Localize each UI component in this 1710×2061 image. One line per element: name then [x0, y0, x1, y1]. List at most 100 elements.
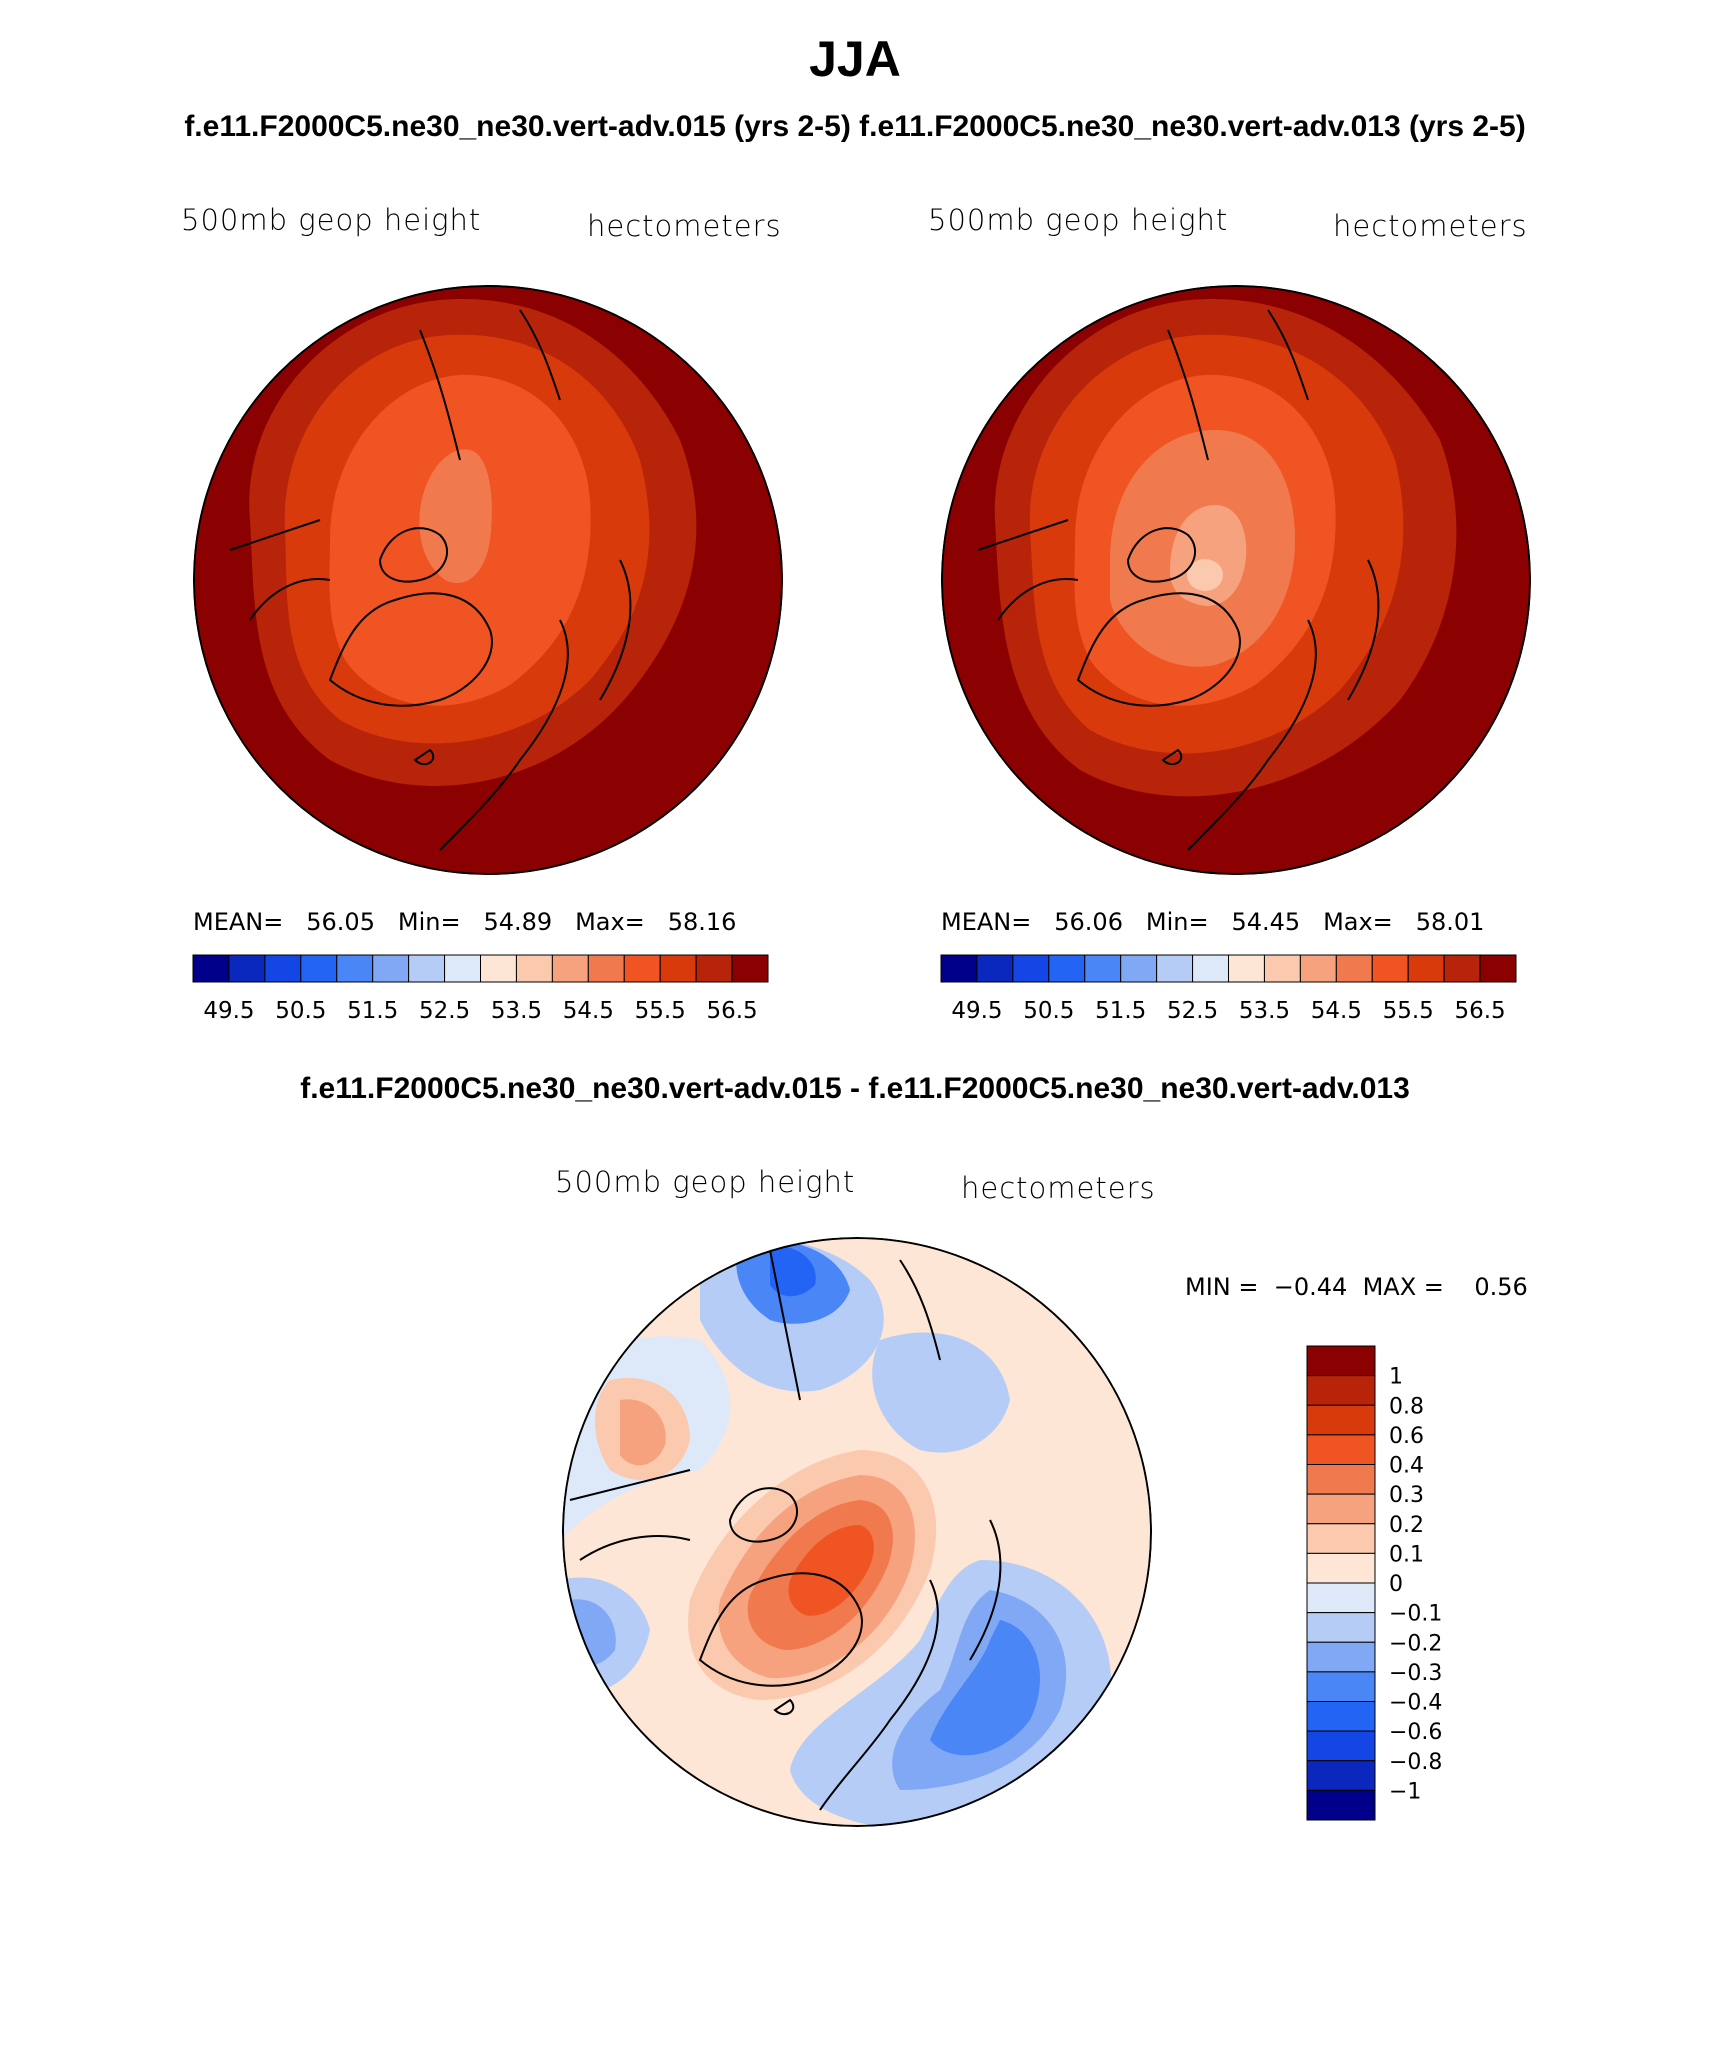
panel1-colorbar-box: [695, 954, 733, 983]
diff-colorbar-tick-label: 0.8: [1389, 1394, 1424, 1419]
panel2-colorbar-tick-label: 51.5: [1095, 998, 1146, 1024]
diff-colorbar-tick-label: 1: [1389, 1365, 1403, 1390]
diff-colorbar-tick-label: 0.1: [1389, 1542, 1424, 1567]
diff-colorbar-box: [1306, 1701, 1376, 1732]
panel1-field-label: 500mb geop height: [181, 203, 482, 237]
panel1-colorbar-box: [372, 954, 410, 983]
diff-colorbar-tick-label: −0.3: [1389, 1661, 1442, 1686]
panel2-colorbar-tick-label: 50.5: [1023, 998, 1074, 1024]
panel2-colorbar-box: [1084, 954, 1122, 983]
diff-colorbar-box: [1306, 1552, 1376, 1584]
panel1-colorbar-box: [300, 954, 338, 983]
diff-colorbar-tick-label: 0.3: [1389, 1483, 1424, 1508]
panel2-units-label: hectometers: [1333, 209, 1528, 243]
panel1-colorbar-box: [336, 954, 374, 983]
panel2-colorbar-box: [1156, 954, 1194, 983]
panel1-colorbar-box: [444, 954, 481, 983]
panel1-colorbar-box: [480, 954, 517, 983]
panel2-colorbar-box: [1443, 954, 1481, 983]
panel1-stats: MEAN= 56.05 Min= 54.89 Max= 58.16: [193, 908, 736, 936]
diff-units-label: hectometers: [961, 1171, 1156, 1205]
panel1-mean-label: MEAN=: [193, 908, 284, 936]
panel2-colorbar-tick-label: 52.5: [1167, 998, 1218, 1024]
panel2-max-value: 58.01: [1415, 908, 1485, 936]
diff-colorbar: 1 0.8 0.6 0.4 0.3 0.2 0.1 0 −0.1 −0.2 −0.3 −0.4 −0.6…: [1306, 1345, 1442, 1821]
panel2-colorbar: 49.5 50.5 51.5 52.5 53.5 54.5 55.5 56.5: [940, 954, 1517, 1024]
figure-title: JJA: [809, 31, 901, 87]
panel2-colorbar-box: [940, 954, 978, 983]
diff-min-label: MIN =: [1185, 1273, 1259, 1301]
panel1-max-label: Max=: [575, 908, 645, 936]
panel1-colorbar-tick-label: 52.5: [419, 998, 470, 1024]
panel2-colorbar-box: [1371, 954, 1409, 983]
diff-colorbar-tick-label: −0.6: [1389, 1720, 1442, 1745]
panel1-colorbar-box: [551, 954, 589, 983]
diff-colorbar-tick-label: −0.4: [1389, 1691, 1442, 1716]
difference-title: f.e11.F2000C5.ne30_ne30.vert-adv.015 - f…: [300, 1072, 1410, 1105]
panel2-colorbar-box: [1263, 954, 1301, 983]
panel1-colorbar-box: [408, 954, 446, 983]
panel1-colorbar-box: [731, 954, 769, 983]
panel2-colorbar-tick-label: 54.5: [1311, 998, 1362, 1024]
diff-colorbar-box: [1306, 1464, 1376, 1495]
panel1-colorbar-tick-label: 56.5: [706, 998, 757, 1024]
diff-colorbar-tick-label: 0.6: [1389, 1424, 1424, 1449]
panel2-colorbar-box: [1479, 954, 1517, 983]
panel1-colorbar-box: [515, 954, 553, 983]
panel2-colorbar-tick-label: 49.5: [951, 998, 1002, 1024]
diff-colorbar-tick-label: 0.4: [1389, 1454, 1424, 1479]
diff-colorbar-box: [1306, 1404, 1376, 1436]
panel2-colorbar-box: [1192, 954, 1229, 983]
panel1-max-value: 58.16: [667, 908, 737, 936]
case-names-line: f.e11.F2000C5.ne30_ne30.vert-adv.015 (yr…: [184, 110, 1526, 143]
diff-colorbar-box: [1306, 1671, 1376, 1702]
panel1-colorbar-box: [659, 954, 697, 983]
diff-colorbar-box: [1306, 1641, 1376, 1673]
diff-field-label: 500mb geop height: [555, 1165, 856, 1199]
diff-max-label: MAX =: [1362, 1273, 1444, 1301]
panel2-min-label: Min=: [1145, 908, 1209, 936]
diff-colorbar-box: [1306, 1434, 1376, 1465]
panel1-colorbar-box: [264, 954, 302, 983]
panel1-colorbar-tick-label: 54.5: [563, 998, 614, 1024]
diff-colorbar-tick-label: −0.2: [1389, 1631, 1442, 1656]
panel1-min-value: 54.89: [483, 908, 553, 936]
panel1-colorbar-box: [587, 954, 625, 983]
panel2-colorbar-tick-label: 55.5: [1383, 998, 1434, 1024]
panel2-colorbar-box: [1120, 954, 1158, 983]
diff-colorbar-box: [1306, 1345, 1376, 1377]
panel1-colorbar-tick-label: 51.5: [347, 998, 398, 1024]
panel2-stats: MEAN= 56.06 Min= 54.45 Max= 58.01: [941, 908, 1484, 936]
difference-polar-map: [562, 1237, 1152, 1827]
diff-colorbar-tick-label: 0: [1389, 1572, 1403, 1597]
panel1-colorbar-tick-label: 50.5: [275, 998, 326, 1024]
panel2-field-label: 500mb geop height: [928, 203, 1229, 237]
diff-colorbar-box: [1306, 1493, 1376, 1525]
panel2-colorbar-box: [1335, 954, 1373, 983]
diff-colorbar-tick-label: −0.8: [1389, 1750, 1442, 1775]
panel1-colorbar-tick-label: 49.5: [203, 998, 254, 1024]
panel1-colorbar-tick-label: 53.5: [491, 998, 542, 1024]
panel2-colorbar-box: [1407, 954, 1445, 983]
diff-colorbar-box: [1306, 1789, 1376, 1821]
panel1-colorbar: 49.5 50.5 51.5 52.5 53.5 54.5 55.5 56.5: [192, 954, 769, 1024]
diff-colorbar-tick-label: −0.1: [1389, 1602, 1442, 1627]
diff-colorbar-box: [1306, 1730, 1376, 1762]
panel1-polar-map: [193, 285, 783, 875]
panel1-colorbar-box: [192, 954, 230, 983]
diff-max-value: 0.56: [1474, 1273, 1528, 1301]
panel1-min-label: Min=: [397, 908, 461, 936]
panel1-units-label: hectometers: [587, 209, 782, 243]
diff-colorbar-box: [1306, 1582, 1376, 1614]
panel2-colorbar-box: [976, 954, 1014, 983]
panel2-max-label: Max=: [1323, 908, 1393, 936]
panel1-colorbar-box: [228, 954, 266, 983]
panel2-mean-label: MEAN=: [941, 908, 1032, 936]
panel2-colorbar-box: [1012, 954, 1050, 983]
panel2-polar-map: [941, 285, 1531, 875]
panel2-colorbar-tick-label: 56.5: [1454, 998, 1505, 1024]
diff-min-value: −0.44: [1273, 1273, 1348, 1301]
diff-colorbar-box: [1306, 1612, 1376, 1643]
diff-colorbar-tick-label: −1: [1389, 1779, 1421, 1804]
